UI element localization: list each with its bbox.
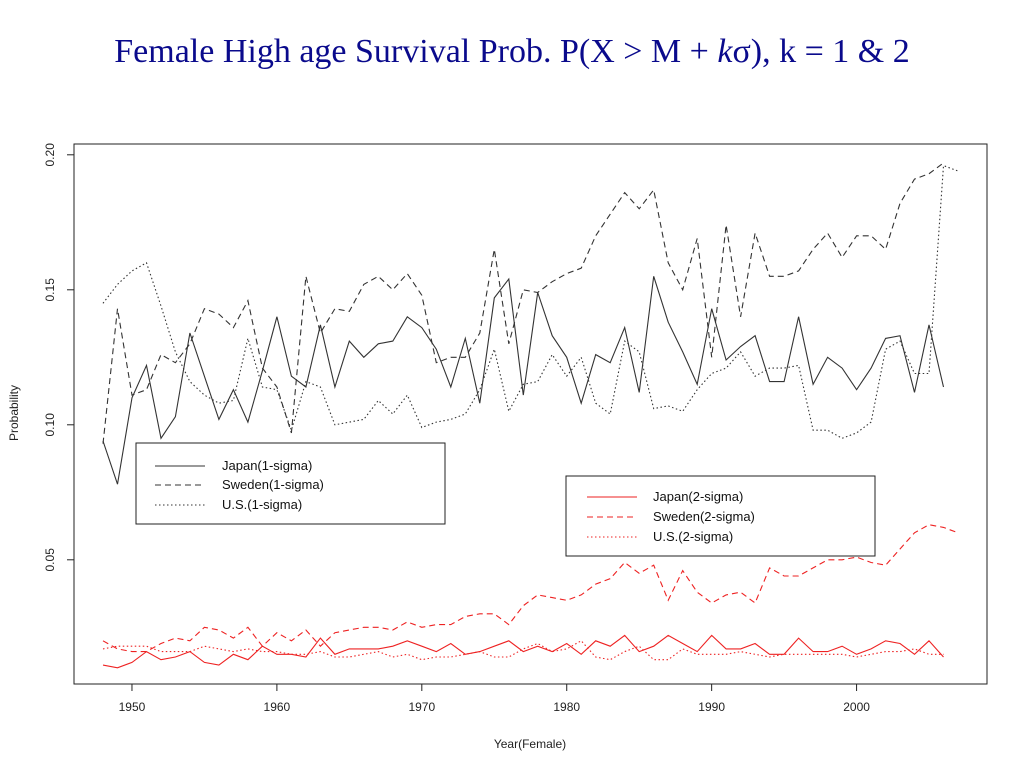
title-prefix: Female High age Survival Prob. P(X > M + [114, 33, 718, 70]
legend-label: Japan(1-sigma) [222, 458, 312, 473]
legend-2: Japan(2-sigma) Sweden(2-sigma) U.S.(2-sigm… [565, 475, 876, 557]
legend-1: Japan(1-sigma) Sweden(1-sigma) U.S.(1-sigm… [135, 442, 446, 525]
x-tick-label: 2000 [843, 700, 870, 714]
y-axis-title: Probability [7, 385, 21, 441]
plot-frame [73, 143, 988, 685]
title-suffix: ), k = 1 & 2 [750, 33, 910, 70]
legend-label: Sweden(2-sigma) [653, 509, 755, 524]
slide-title: Female High age Survival Prob. P(X > M +… [0, 30, 1024, 74]
legend-layer: Japan(1-sigma) Sweden(1-sigma) U.S.(1-sigm… [135, 442, 876, 557]
y-tick-label: 0.05 [43, 548, 57, 572]
x-tick-label: 1950 [119, 700, 146, 714]
series-line-japan-2-sigma [102, 634, 944, 669]
x-axis-title: Year(Female) [494, 737, 566, 751]
legend-box [565, 475, 876, 557]
y-tick-label: 0.15 [43, 278, 57, 302]
title-k: k [717, 33, 733, 70]
axes: 1950 1960 1970 1980 1990 2000 0.05 0.10 0.15 0.20 [43, 143, 870, 714]
series-layer [102, 162, 959, 669]
legend-label: U.S.(1-sigma) [222, 497, 302, 512]
y-tick-label: 0.10 [43, 413, 57, 437]
legend-box [135, 442, 446, 525]
x-tick-label: 1960 [264, 700, 291, 714]
title-sigma: σ [732, 33, 751, 70]
x-tick-label: 1990 [698, 700, 725, 714]
series-line-u-s-1-sigma [102, 164, 959, 439]
legend-label: Japan(2-sigma) [653, 489, 743, 504]
series-line-japan-1-sigma [102, 276, 945, 485]
series-line-sweden-1-sigma [102, 162, 944, 444]
y-tick-label: 0.20 [43, 143, 57, 167]
legend-label: Sweden(1-sigma) [222, 477, 324, 492]
series-line-sweden-2-sigma [102, 524, 959, 653]
x-tick-label: 1980 [553, 700, 580, 714]
legend-label: U.S.(2-sigma) [653, 529, 733, 544]
x-tick-label: 1970 [408, 700, 435, 714]
